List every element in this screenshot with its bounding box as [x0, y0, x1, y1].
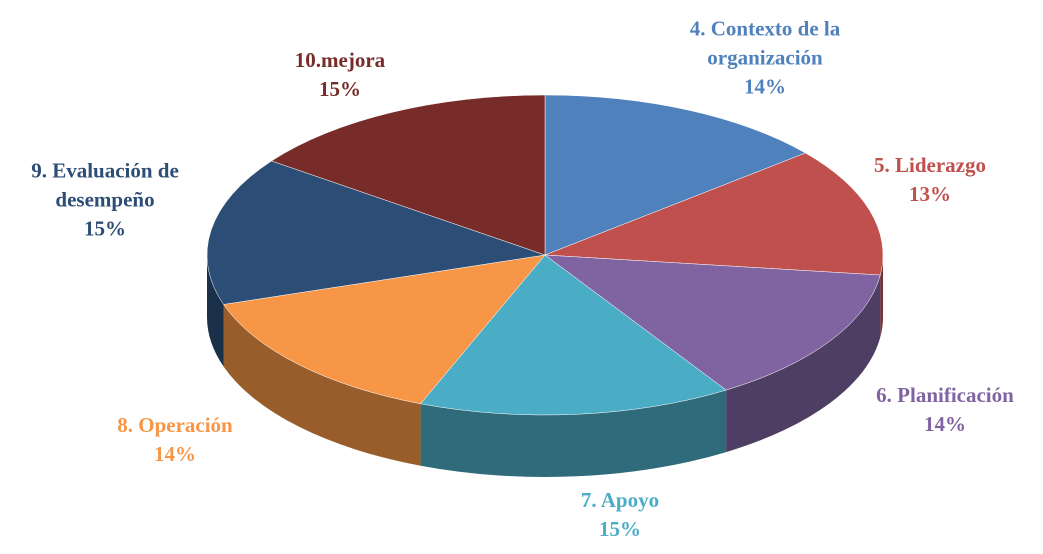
slice — [544, 254, 881, 391]
value-label: 14% — [744, 74, 786, 99]
category-name: 9. Evaluación de desempeño — [31, 158, 179, 212]
value-label: 14% — [154, 442, 196, 466]
slice-label: 4. Contexto de la organización 14% — [655, 15, 875, 102]
slice — [544, 94, 807, 256]
slice — [206, 160, 546, 305]
slice-side — [880, 255, 883, 338]
category-name: 8. Operación — [117, 413, 233, 437]
value-label: 15% — [599, 517, 641, 541]
slice — [270, 94, 546, 256]
slice-label: 8. Operación 14% — [90, 411, 260, 469]
category-name: 6. Planificación — [876, 383, 1014, 407]
slice-label: 6. Planificación 14% — [850, 381, 1040, 439]
slice-label: 10.mejora 15% — [260, 46, 420, 104]
slice-side — [420, 390, 727, 477]
slice — [544, 152, 884, 276]
slice-label: 5. Liderazgo 13% — [850, 151, 1010, 209]
category-name: 5. Liderazgo — [874, 153, 986, 177]
value-label: 13% — [909, 182, 951, 206]
category-name: 10.mejora — [294, 48, 386, 72]
slice-side — [207, 255, 224, 367]
slice-label: 9. Evaluación de desempeño 15% — [0, 157, 210, 244]
slice — [420, 254, 727, 416]
slice-side — [223, 304, 421, 466]
value-label: 15% — [84, 216, 126, 241]
value-label: 15% — [319, 77, 361, 101]
category-name: 7. Apoyo — [580, 488, 660, 512]
slice-side — [726, 275, 881, 453]
value-label: 14% — [924, 412, 966, 436]
slice-label: 7. Apoyo 15% — [540, 486, 700, 544]
category-name: 4. Contexto de la organización — [689, 16, 841, 70]
